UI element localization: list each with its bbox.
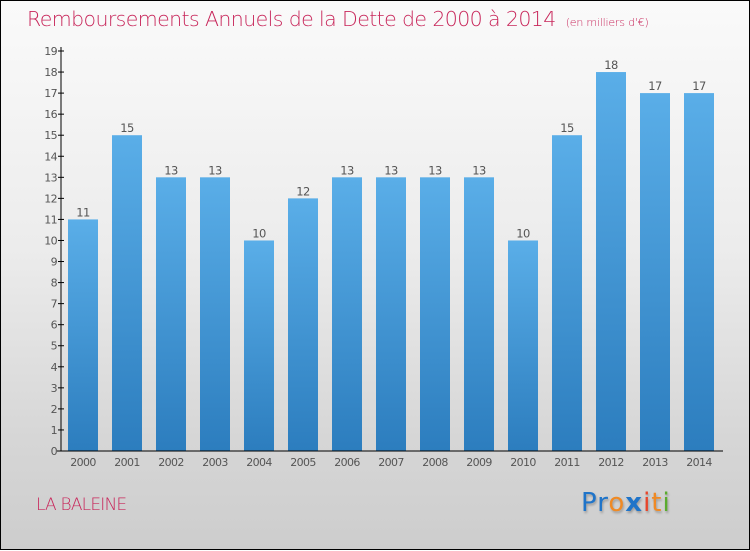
x-tick-label: 2002 [158,456,184,469]
bar-2005 [288,198,318,451]
y-tick-label: 15 [44,129,57,142]
x-tick-label: 2005 [290,456,316,469]
bar-value-label: 13 [208,163,222,177]
x-tick-label: 2004 [246,456,272,469]
y-tick-label: 8 [51,277,58,290]
x-tick-label: 2009 [466,456,492,469]
y-tick-label: 11 [44,213,57,226]
y-tick-label: 4 [51,361,58,374]
logo-letter: x [625,488,644,518]
bar-value-label: 17 [648,79,662,93]
bar-value-label: 13 [472,163,486,177]
y-tick-label: 13 [44,171,57,184]
y-tick-label: 16 [44,108,57,121]
bar-2008 [420,177,450,451]
bar-value-label: 11 [76,205,90,219]
x-tick-label: 2012 [598,456,624,469]
x-tick-label: 2013 [642,456,668,469]
y-tick-label: 14 [44,150,57,163]
logo-letter: t [651,488,663,518]
x-tick-label: 2014 [686,456,712,469]
logo-letter: P [581,488,598,518]
bar-value-label: 15 [120,121,134,135]
x-tick-label: 2011 [554,456,580,469]
y-tick-label: 1 [51,424,57,437]
x-tick-label: 2000 [70,456,96,469]
bar-2004 [244,240,274,451]
logo-letter: r [597,488,609,518]
bar-value-label: 13 [428,163,442,177]
bar-value-label: 18 [604,58,618,72]
bars-group: 11 15 13 13 10 12 13 13 13 13 10 15 18 17 17 [68,58,714,452]
bar-2013 [640,93,670,452]
y-tick-label: 2 [51,403,57,416]
bar-2001 [112,135,142,452]
y-tick-label: 17 [44,87,57,100]
proxiti-logo[interactable]: Proxiti [581,488,671,518]
x-tick-label: 2010 [510,456,536,469]
bar-2009 [464,177,494,451]
bar-2003 [200,177,230,451]
x-tick-label: 2003 [202,456,228,469]
bar-value-label: 10 [252,226,266,240]
y-tick-label: 5 [51,340,58,353]
bar-value-label: 10 [516,226,530,240]
bar-2002 [156,177,186,451]
logo-letter: o [608,488,626,518]
chart-subtitle: (en milliers d'€) [565,16,649,29]
x-tick-label: 2008 [422,456,448,469]
y-tick-label: 3 [51,382,58,395]
x-tick-label: 2006 [334,456,360,469]
bar-2006 [332,177,362,451]
commune-name: LA BALEINE [36,495,127,515]
bar-2010 [508,240,538,451]
title-text: Remboursements Annuels de la Dette de 20… [27,7,556,31]
bar-value-label: 15 [560,121,574,135]
y-tick-label: 12 [44,192,57,205]
y-tick-label: 6 [51,319,58,332]
logo-letter: i [662,488,671,518]
x-tick-label: 2007 [378,456,404,469]
bar-2012 [596,72,626,451]
y-tick-label: 19 [44,45,57,58]
y-tick-label: 7 [51,298,58,311]
y-tick-label: 18 [44,66,57,79]
x-tick-label: 2001 [114,456,140,469]
bar-value-label: 12 [296,184,310,198]
logo-letter: i [643,488,652,518]
bar-value-label: 13 [340,163,354,177]
bar-2007 [376,177,406,451]
bar-value-label: 17 [692,79,706,93]
chart-title: Remboursements Annuels de la Dette de 20… [27,7,649,31]
y-tick-label: 10 [44,234,57,247]
bar-2014 [684,93,714,452]
bar-2011 [552,135,582,452]
bar-value-label: 13 [164,163,178,177]
bar-value-label: 13 [384,163,398,177]
bar-2000 [68,219,98,451]
x-axis: 2000 2001 2002 2003 2004 2005 2006 2007 2008 2009… [57,450,723,469]
y-tick-label: 0 [51,445,58,458]
y-tick-label: 9 [51,256,58,269]
